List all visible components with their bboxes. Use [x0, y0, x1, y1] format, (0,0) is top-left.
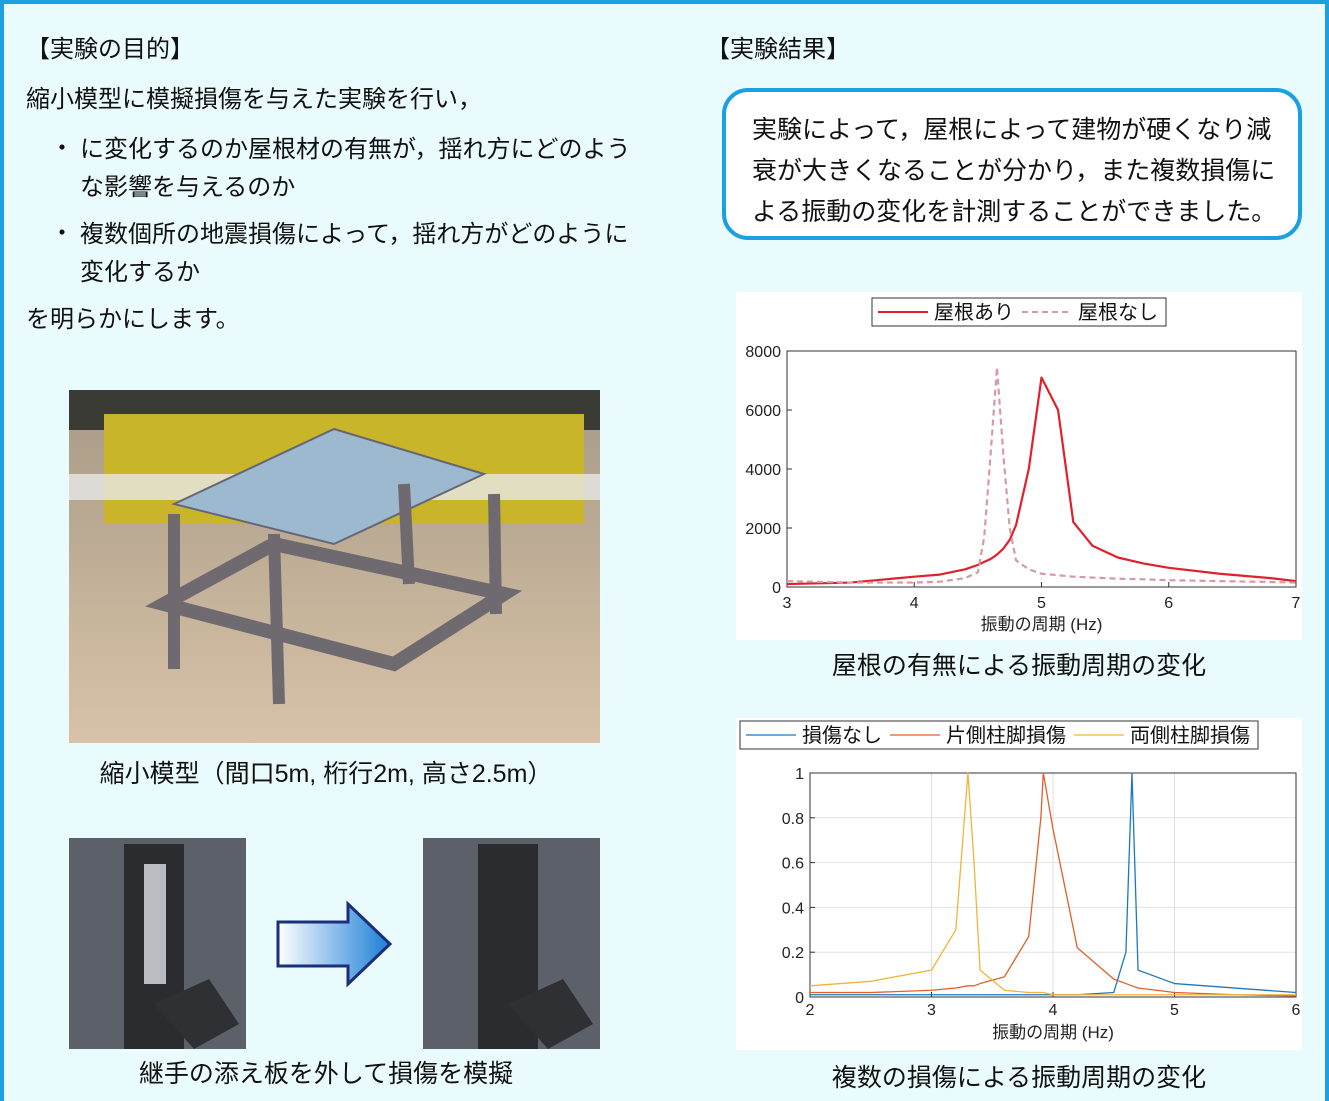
y-tick-label: 0.4 — [782, 900, 804, 917]
x-tick-label: 4 — [1049, 1002, 1058, 1019]
x-tick-label: 3 — [927, 1002, 936, 1019]
y-tick-label: 0 — [795, 990, 804, 1007]
y-tick-label: 0.6 — [782, 856, 804, 873]
poster: 【実験の目的】 縮小模型に模擬損傷を与えた実験を行い， ・ に変化するのか屋根材… — [0, 0, 1329, 1101]
legend: 屋根あり 屋根なし — [872, 298, 1166, 326]
y-tick-label: 1 — [795, 766, 804, 783]
x-tick-label: 7 — [1292, 595, 1301, 612]
detail-photo-after — [423, 838, 600, 1049]
chart-title: 複数の損傷による振動周期の変化 — [736, 1060, 1302, 1096]
legend-label: 損傷なし — [802, 724, 882, 747]
detail-photo-before — [69, 838, 246, 1049]
x-tick-label: 5 — [1170, 1002, 1179, 1019]
legend-label: 両側柱脚損傷 — [1130, 724, 1250, 747]
x-tick-label: 6 — [1164, 595, 1173, 612]
y-tick-label: 0.2 — [782, 945, 804, 962]
chart-panel — [736, 292, 1302, 640]
legend: 損傷なし 片側柱脚損傷 両側柱脚損傷 — [740, 721, 1258, 749]
legend-label: 屋根あり — [934, 301, 1014, 324]
y-tick-label: 4000 — [745, 462, 781, 479]
photo-caption: 縮小模型（間口5m, 桁行2m, 高さ2.5m） — [26, 756, 626, 792]
photo-caption: 継手の添え板を外して損傷を模擬 — [26, 1056, 626, 1092]
x-tick-label: 3 — [783, 595, 792, 612]
x-axis-label: 振動の周期 (Hz) — [981, 615, 1103, 634]
chart-panel — [736, 718, 1302, 1050]
y-tick-label: 0.8 — [782, 811, 804, 828]
y-tick-label: 2000 — [745, 521, 781, 538]
y-tick-label: 8000 — [745, 344, 781, 361]
x-tick-label: 4 — [910, 595, 919, 612]
y-tick-label: 6000 — [745, 403, 781, 420]
x-tick-label: 2 — [806, 1002, 815, 1019]
arrow — [278, 904, 390, 984]
y-tick-label: 0 — [772, 580, 781, 597]
x-axis-label: 振動の周期 (Hz) — [992, 1023, 1114, 1042]
x-tick-label: 5 — [1037, 595, 1046, 612]
legend-label: 片側柱脚損傷 — [946, 724, 1066, 747]
x-tick-label: 6 — [1292, 1002, 1301, 1019]
model-photo — [69, 390, 600, 743]
chart-title: 屋根の有無による振動周期の変化 — [736, 648, 1302, 684]
legend-label: 屋根なし — [1078, 301, 1158, 324]
